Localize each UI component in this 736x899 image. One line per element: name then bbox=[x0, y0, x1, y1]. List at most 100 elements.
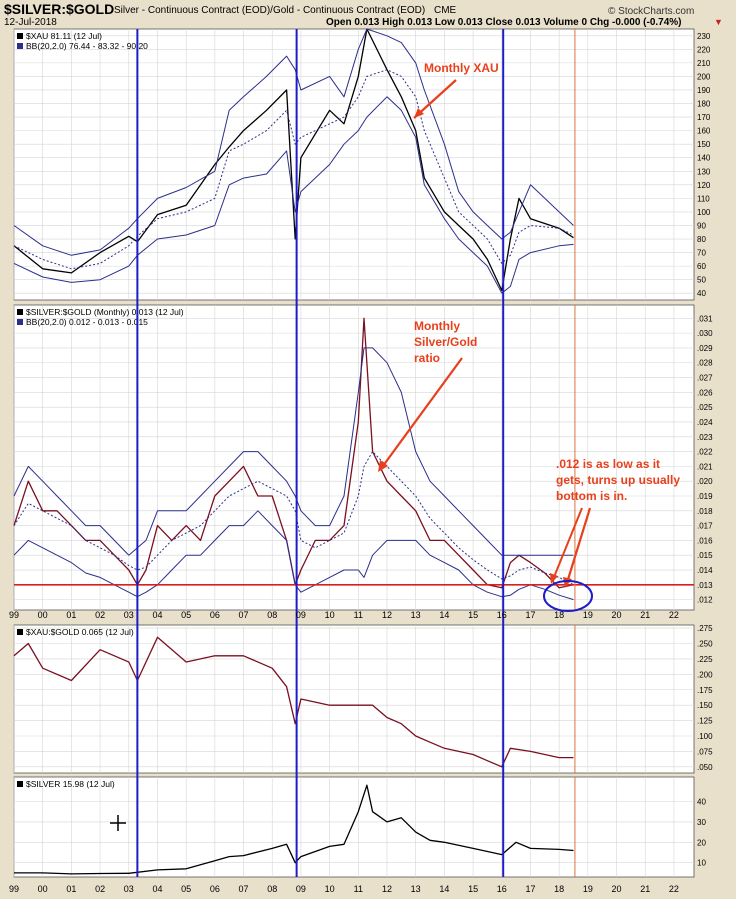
y-tick-label: .018 bbox=[697, 507, 713, 516]
series-price bbox=[14, 784, 574, 875]
x-tick-label: 21 bbox=[640, 610, 650, 620]
x-tick-label: 20 bbox=[612, 610, 622, 620]
symbol-title: $SILVER:$GOLD bbox=[4, 1, 114, 17]
annotation-bottom-note: .012 is as low as it bbox=[556, 457, 660, 471]
y-tick-label: 80 bbox=[697, 235, 706, 244]
series-ratio bbox=[13, 317, 574, 589]
legend-swatch-icon bbox=[17, 319, 23, 325]
y-tick-label: .019 bbox=[697, 492, 713, 501]
crosshair-icon bbox=[110, 815, 126, 831]
symbol-description: Silver - Continuous Contract (EOD)/Gold … bbox=[114, 5, 425, 16]
annotation-monthly-xau: Monthly XAU bbox=[424, 61, 499, 75]
y-tick-label: 170 bbox=[697, 113, 711, 122]
y-tick-label: .015 bbox=[697, 551, 713, 560]
y-tick-label: 190 bbox=[697, 86, 711, 95]
x-tick-label: 17 bbox=[525, 884, 535, 894]
x-tick-label: 07 bbox=[239, 884, 249, 894]
x-tick-label: 14 bbox=[439, 610, 449, 620]
bottom-highlight-circle bbox=[543, 580, 593, 612]
y-tick-label: .027 bbox=[697, 374, 713, 383]
arrowhead-icon bbox=[550, 573, 558, 584]
y-tick-label: .031 bbox=[697, 314, 713, 323]
series-middle-band bbox=[13, 69, 574, 270]
y-tick-label: .029 bbox=[697, 344, 713, 353]
y-tick-label: 100 bbox=[697, 208, 711, 217]
y-tick-label: .225 bbox=[697, 655, 713, 664]
x-tick-label: 00 bbox=[38, 610, 48, 620]
legend-swatch-icon bbox=[17, 43, 23, 49]
y-tick-label: .016 bbox=[697, 536, 713, 545]
x-tick-label: 11 bbox=[354, 610, 363, 620]
y-tick-label: 10 bbox=[697, 859, 706, 868]
legend-entry: $SILVER:$GOLD (Monthly) 0.013 (12 Jul) bbox=[26, 307, 184, 317]
y-tick-label: .030 bbox=[697, 329, 713, 338]
annotation-arrow bbox=[379, 357, 463, 471]
y-tick-label: 180 bbox=[697, 100, 711, 109]
x-tick-label: 99 bbox=[9, 610, 19, 620]
legend-entry: BB(20,2.0) 76.44 - 83.32 - 90.20 bbox=[26, 41, 148, 51]
y-tick-label: 140 bbox=[697, 154, 711, 163]
y-tick-label: .150 bbox=[697, 701, 713, 710]
y-tick-label: .275 bbox=[697, 624, 713, 633]
y-tick-label: .013 bbox=[697, 581, 713, 590]
x-tick-label: 12 bbox=[382, 610, 392, 620]
legend-entry: $XAU:$GOLD 0.065 (12 Jul) bbox=[26, 627, 134, 637]
x-tick-label: 01 bbox=[66, 610, 76, 620]
exchange-label: CME bbox=[434, 5, 457, 16]
y-tick-label: 230 bbox=[697, 32, 711, 41]
y-tick-label: .017 bbox=[697, 522, 713, 531]
legend-swatch-icon bbox=[17, 781, 23, 787]
y-tick-label: 110 bbox=[697, 194, 710, 203]
x-tick-label: 02 bbox=[95, 610, 105, 620]
x-tick-label: 15 bbox=[468, 884, 478, 894]
y-tick-label: .200 bbox=[697, 670, 713, 679]
x-tick-label: 16 bbox=[497, 884, 507, 894]
stockcharts-watermark: © StockCharts.com bbox=[608, 6, 694, 17]
y-tick-label: .025 bbox=[697, 403, 713, 412]
y-tick-label: .050 bbox=[697, 763, 713, 772]
annotation-bottom-note: gets, turns up usually bbox=[556, 473, 680, 487]
ohlc-readout: Open 0.013 High 0.013 Low 0.013 Close 0.… bbox=[326, 17, 682, 28]
y-tick-label: .250 bbox=[697, 640, 713, 649]
x-tick-label: 00 bbox=[38, 884, 48, 894]
y-tick-label: .021 bbox=[697, 462, 713, 471]
annotation-ratio-label: Monthly bbox=[414, 319, 460, 333]
arrowhead-icon bbox=[414, 108, 424, 118]
y-tick-label: .175 bbox=[697, 686, 713, 695]
y-tick-label: .020 bbox=[697, 477, 713, 486]
x-tick-label: 04 bbox=[152, 610, 162, 620]
legend-entry: $SILVER 15.98 (12 Jul) bbox=[26, 779, 115, 789]
x-tick-label: 10 bbox=[325, 884, 335, 894]
series-lower-band bbox=[13, 96, 574, 294]
x-tick-label: 09 bbox=[296, 610, 306, 620]
legend-swatch-icon bbox=[17, 309, 23, 315]
arrowhead-icon bbox=[378, 460, 388, 472]
x-tick-label: 06 bbox=[210, 610, 220, 620]
y-tick-label: .100 bbox=[697, 732, 713, 741]
xau-gold-panel: .050 .075 .100 .125 .150 .175 .200 .225 .250 .275… bbox=[13, 624, 713, 774]
y-tick-label: .014 bbox=[697, 566, 713, 575]
y-tick-label: .026 bbox=[697, 388, 713, 397]
y-tick-label: .012 bbox=[697, 596, 713, 605]
x-tick-label: 99 bbox=[9, 884, 19, 894]
x-tick-label: 18 bbox=[554, 610, 564, 620]
series-upper-band bbox=[13, 28, 574, 256]
series-upper-band bbox=[13, 347, 574, 556]
x-tick-label: 16 bbox=[497, 610, 507, 620]
y-tick-label: .125 bbox=[697, 717, 713, 726]
legend-swatch-icon bbox=[17, 629, 23, 635]
plot-area bbox=[13, 624, 695, 774]
y-tick-label: .022 bbox=[697, 448, 713, 457]
y-tick-label: 50 bbox=[697, 276, 706, 285]
y-tick-label: 120 bbox=[697, 181, 711, 190]
arrowhead-icon bbox=[563, 577, 572, 588]
chart-date: 12-Jul-2018 bbox=[4, 17, 57, 28]
y-tick-label: 160 bbox=[697, 127, 711, 136]
y-tick-label: 40 bbox=[697, 797, 706, 806]
x-tick-label: 22 bbox=[669, 884, 679, 894]
x-tick-label: 06 bbox=[210, 884, 220, 894]
x-tick-label: 10 bbox=[325, 610, 335, 620]
legend-swatch-icon bbox=[17, 33, 23, 39]
y-tick-label: .075 bbox=[697, 747, 713, 756]
